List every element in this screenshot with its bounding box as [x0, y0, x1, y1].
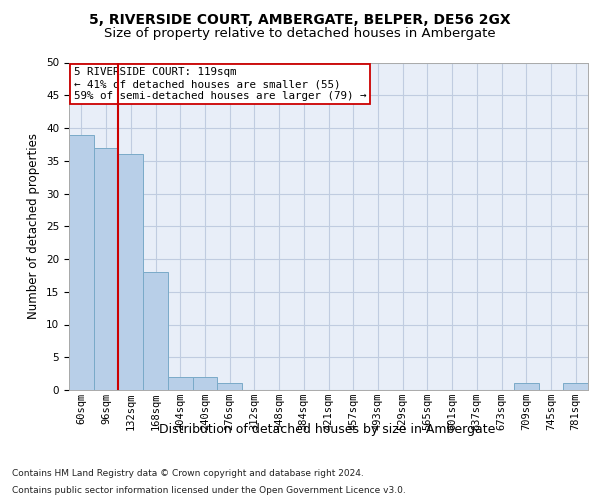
- Text: Contains public sector information licensed under the Open Government Licence v3: Contains public sector information licen…: [12, 486, 406, 495]
- Bar: [217, 384, 242, 390]
- Bar: [563, 384, 588, 390]
- Bar: [94, 148, 118, 390]
- Text: 5, RIVERSIDE COURT, AMBERGATE, BELPER, DE56 2GX: 5, RIVERSIDE COURT, AMBERGATE, BELPER, D…: [89, 12, 511, 26]
- Bar: [193, 377, 217, 390]
- Text: 5 RIVERSIDE COURT: 119sqm
← 41% of detached houses are smaller (55)
59% of semi-: 5 RIVERSIDE COURT: 119sqm ← 41% of detac…: [74, 68, 367, 100]
- Text: Distribution of detached houses by size in Ambergate: Distribution of detached houses by size …: [159, 422, 495, 436]
- Bar: [514, 384, 539, 390]
- Text: Size of property relative to detached houses in Ambergate: Size of property relative to detached ho…: [104, 28, 496, 40]
- Bar: [69, 134, 94, 390]
- Bar: [168, 377, 193, 390]
- Bar: [143, 272, 168, 390]
- Bar: [118, 154, 143, 390]
- Y-axis label: Number of detached properties: Number of detached properties: [28, 133, 40, 320]
- Text: Contains HM Land Registry data © Crown copyright and database right 2024.: Contains HM Land Registry data © Crown c…: [12, 468, 364, 477]
